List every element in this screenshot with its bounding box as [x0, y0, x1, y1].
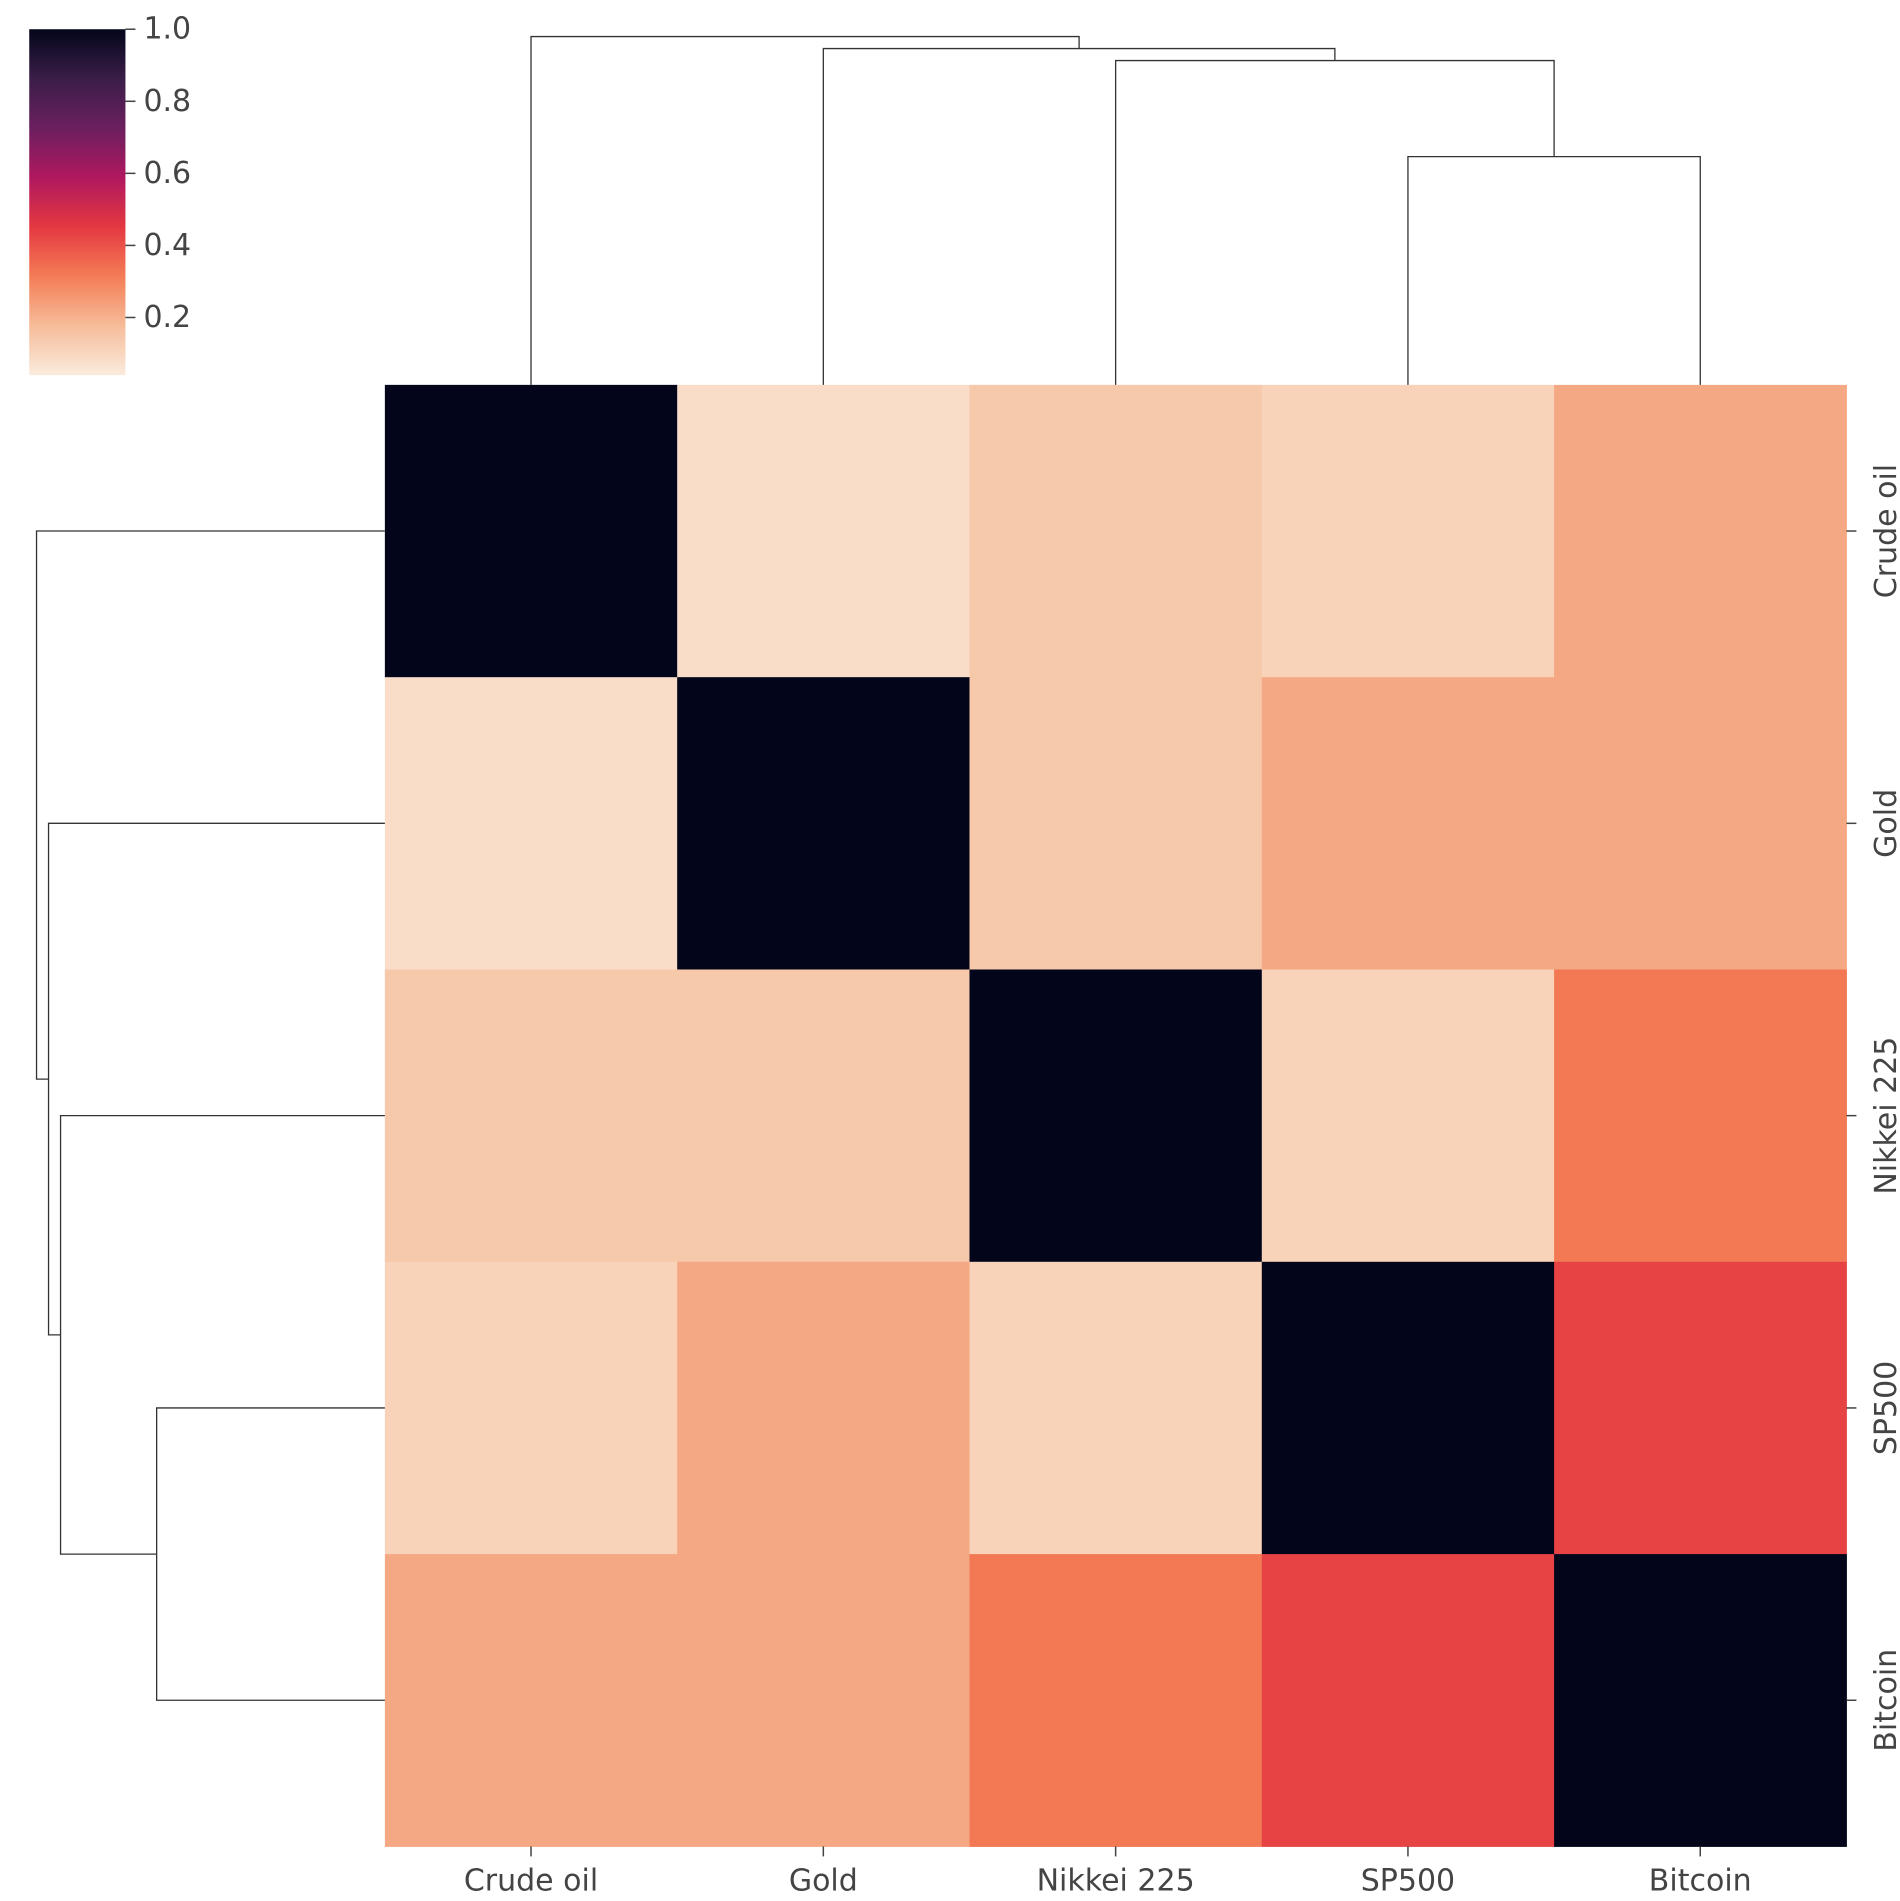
heatmap-cell-1-2	[969, 677, 1263, 970]
heatmap-cell-0-0	[384, 384, 678, 678]
x-tick-label: Nikkei 225	[1037, 1863, 1195, 1898]
y-axis: Crude oil Gold Nikkei 225 SP500 Bitcoin	[1846, 464, 1900, 1752]
dendrogram-link	[1114, 59, 1555, 385]
heatmap-cell-0-1	[677, 384, 970, 678]
heatmap-cell-2-1	[677, 969, 970, 1263]
heatmap-cell-1-0	[384, 677, 678, 970]
y-tick-label: Crude oil	[1869, 464, 1900, 598]
colorbar-tick-label: 0.8	[143, 84, 191, 119]
x-tick-label: Crude oil	[464, 1863, 598, 1898]
heatmap-cell-0-4	[1554, 384, 1847, 678]
heatmap-cell-4-3	[1261, 1554, 1555, 1847]
colorbar-tick-label: 0.6	[143, 156, 191, 191]
colorbar-tick-label: 0.4	[143, 228, 191, 263]
dendrogram-link	[47, 822, 385, 1336]
dendrogram-link	[530, 35, 1080, 385]
heatmap-cell-3-0	[384, 1261, 678, 1555]
heatmap-cell-4-1	[677, 1554, 970, 1847]
heatmap-cell-2-3	[1261, 969, 1555, 1263]
heatmap-cell-4-2	[969, 1554, 1263, 1847]
y-tick-label: SP500	[1869, 1361, 1900, 1455]
y-tick-label: Gold	[1869, 789, 1900, 858]
heatmap-cell-1-3	[1261, 677, 1555, 970]
heatmap-cell-1-1	[677, 677, 970, 970]
heatmap-cell-0-3	[1261, 384, 1555, 678]
heatmap	[384, 384, 1847, 1847]
heatmap-cell-4-4	[1554, 1554, 1847, 1847]
heatmap-cell-0-2	[969, 384, 1263, 678]
heatmap-cell-3-2	[969, 1261, 1263, 1555]
heatmap-cell-2-2	[969, 969, 1263, 1263]
row-dendrogram	[35, 530, 385, 1701]
dendrogram-link	[59, 1114, 385, 1555]
x-tick-label: Bitcoin	[1649, 1863, 1752, 1898]
y-tick-label: Bitcoin	[1869, 1649, 1900, 1752]
heatmap-cell-4-0	[384, 1554, 678, 1847]
y-tick-label: Nikkei 225	[1869, 1037, 1900, 1195]
colorbar-ticks: 0.2 0.4 0.6 0.8 1.0	[125, 12, 191, 335]
heatmap-cell-2-4	[1554, 969, 1847, 1263]
dendrogram-link	[156, 1407, 385, 1701]
heatmap-cell-3-4	[1554, 1261, 1847, 1555]
heatmap-cell-3-3	[1261, 1261, 1555, 1555]
heatmap-cell-1-4	[1554, 677, 1847, 970]
x-tick-label: SP500	[1361, 1863, 1455, 1898]
dendrogram-link	[822, 47, 1336, 385]
colorbar: 0.2 0.4 0.6 0.8 1.0	[29, 12, 191, 376]
heatmap-cell-3-1	[677, 1261, 970, 1555]
column-dendrogram	[530, 35, 1701, 385]
x-tick-label: Gold	[789, 1863, 858, 1898]
colorbar-tick-label: 1.0	[143, 12, 191, 47]
dendrogram-link	[35, 530, 385, 1080]
colorbar-gradient	[29, 29, 126, 376]
x-axis: Crude oil Gold Nikkei 225 SP500 Bitcoin	[464, 1846, 1752, 1898]
colorbar-tick-label: 0.2	[143, 300, 191, 335]
heatmap-cell-2-0	[384, 969, 678, 1263]
dendrogram-link	[1407, 156, 1701, 385]
